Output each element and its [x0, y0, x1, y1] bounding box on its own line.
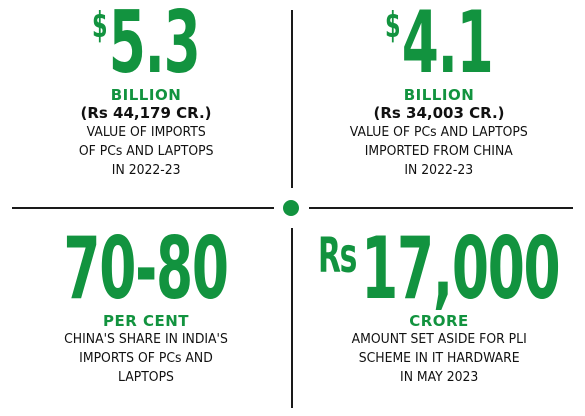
- description-line: LAPTOPS: [118, 369, 174, 385]
- stat-number: 17,000: [361, 219, 561, 319]
- description-line: IMPORTED FROM CHINA: [364, 143, 513, 159]
- stat-rupee-equivalent: (Rs 44,179 CR.): [80, 104, 212, 122]
- description-line: IN MAY 2023: [399, 369, 479, 385]
- stat-description: VALUE OF PCs AND LAPTOPS IMPORTED FROM C…: [350, 123, 528, 180]
- description-line: IN 2022-23: [111, 162, 181, 178]
- divider-horizontal-right: [309, 207, 573, 209]
- description-line: AMOUNT SET ASIDE FOR PLI: [351, 331, 527, 347]
- stat-description: CHINA'S SHARE IN INDIA'S IMPORTS OF PCs …: [64, 330, 228, 387]
- description-line: OF PCs AND LAPTOPS: [78, 143, 214, 159]
- stat-china-imports-value: $4.1 BILLION (Rs 34,003 CR.) VALUE OF PC…: [293, 0, 585, 180]
- stat-number: 5.3: [109, 0, 201, 93]
- description-line: VALUE OF PCs AND LAPTOPS: [349, 124, 529, 140]
- stat-number: 4.1: [402, 0, 494, 93]
- stat-imports-value: $5.3 BILLION (Rs 44,179 CR.) VALUE OF IM…: [0, 0, 292, 180]
- dollar-symbol: $: [92, 5, 108, 46]
- stat-figure: $4.1: [385, 0, 494, 86]
- rupee-symbol: Rs: [318, 228, 357, 284]
- stat-pli-scheme: Rs17,000 CRORE AMOUNT SET ASIDE FOR PLI …: [293, 226, 585, 387]
- stat-number: 70-80: [63, 219, 230, 319]
- stat-description: VALUE OF IMPORTS OF PCs AND LAPTOPS IN 2…: [79, 123, 214, 180]
- divider-vertical-top: [291, 10, 293, 188]
- description-line: IMPORTS OF PCs AND: [79, 350, 213, 366]
- center-dot-icon: [283, 200, 299, 216]
- stat-rupee-equivalent: (Rs 34,003 CR.): [373, 104, 505, 122]
- stat-unit: PER CENT: [102, 312, 190, 330]
- description-line: SCHEME IN IT HARDWARE: [358, 350, 520, 366]
- stat-unit: BILLION: [403, 86, 475, 104]
- stat-china-share: 70-80 PER CENT CHINA'S SHARE IN INDIA'S …: [0, 226, 292, 387]
- stat-unit: CRORE: [409, 312, 469, 330]
- description-line: CHINA'S SHARE IN INDIA'S: [64, 331, 228, 347]
- description-line: VALUE OF IMPORTS: [86, 124, 206, 140]
- description-line: IN 2022-23: [404, 162, 474, 178]
- divider-vertical-bottom: [291, 228, 293, 408]
- divider-horizontal-left: [12, 207, 274, 209]
- dollar-symbol: $: [385, 5, 401, 46]
- stat-description: AMOUNT SET ASIDE FOR PLI SCHEME IN IT HA…: [351, 330, 526, 387]
- stat-figure: 70-80: [64, 226, 230, 312]
- stat-figure: $5.3: [92, 0, 201, 86]
- stat-unit: BILLION: [110, 86, 182, 104]
- stat-figure: Rs17,000: [318, 226, 561, 312]
